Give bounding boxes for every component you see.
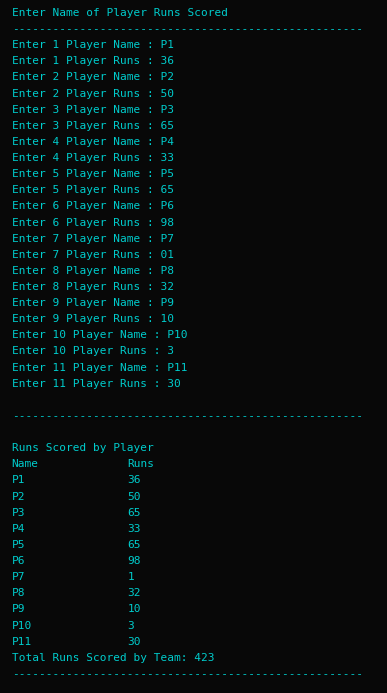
Text: 3: 3 (128, 620, 134, 631)
Text: Enter 3 Player Runs : 65: Enter 3 Player Runs : 65 (12, 121, 174, 131)
Text: P2: P2 (12, 491, 25, 502)
Text: P5: P5 (12, 540, 25, 550)
Text: Enter 6 Player Name : P6: Enter 6 Player Name : P6 (12, 202, 174, 211)
Text: Enter 5 Player Name : P5: Enter 5 Player Name : P5 (12, 169, 174, 179)
Text: P6: P6 (12, 556, 25, 566)
Text: 33: 33 (128, 524, 141, 534)
Text: Enter 11 Player Name : P11: Enter 11 Player Name : P11 (12, 362, 187, 373)
Text: ----------------------------------------------------: ----------------------------------------… (12, 24, 363, 34)
Text: Enter 8 Player Name : P8: Enter 8 Player Name : P8 (12, 266, 174, 276)
Text: Runs Scored by Player: Runs Scored by Player (12, 444, 153, 453)
Text: 30: 30 (128, 637, 141, 647)
Text: Enter 11 Player Runs : 30: Enter 11 Player Runs : 30 (12, 379, 180, 389)
Text: 36: 36 (128, 475, 141, 486)
Text: Enter 6 Player Runs : 98: Enter 6 Player Runs : 98 (12, 218, 174, 227)
Text: Enter 2 Player Runs : 50: Enter 2 Player Runs : 50 (12, 89, 174, 98)
Text: 32: 32 (128, 588, 141, 598)
Text: P10: P10 (12, 620, 32, 631)
Text: P7: P7 (12, 572, 25, 582)
Text: Enter 9 Player Name : P9: Enter 9 Player Name : P9 (12, 298, 174, 308)
Text: Enter 2 Player Name : P2: Enter 2 Player Name : P2 (12, 73, 174, 82)
Text: Enter 9 Player Runs : 10: Enter 9 Player Runs : 10 (12, 314, 174, 324)
Text: P11: P11 (12, 637, 32, 647)
Text: Name: Name (12, 459, 39, 469)
Text: P3: P3 (12, 508, 25, 518)
Text: Runs: Runs (128, 459, 155, 469)
Text: Enter 10 Player Runs : 3: Enter 10 Player Runs : 3 (12, 346, 174, 356)
Text: P1: P1 (12, 475, 25, 486)
Text: P4: P4 (12, 524, 25, 534)
Text: 10: 10 (128, 604, 141, 615)
Text: Enter 4 Player Name : P4: Enter 4 Player Name : P4 (12, 137, 174, 147)
Text: Enter 3 Player Name : P3: Enter 3 Player Name : P3 (12, 105, 174, 115)
Text: Enter 7 Player Runs : 01: Enter 7 Player Runs : 01 (12, 249, 174, 260)
Text: Enter Name of Player Runs Scored: Enter Name of Player Runs Scored (12, 8, 228, 18)
Text: 1: 1 (128, 572, 134, 582)
Text: Enter 4 Player Runs : 33: Enter 4 Player Runs : 33 (12, 153, 174, 163)
Text: Enter 7 Player Name : P7: Enter 7 Player Name : P7 (12, 234, 174, 244)
Text: P9: P9 (12, 604, 25, 615)
Text: ----------------------------------------------------: ----------------------------------------… (12, 411, 363, 421)
Text: Enter 8 Player Runs : 32: Enter 8 Player Runs : 32 (12, 282, 174, 292)
Text: Enter 1 Player Name : P1: Enter 1 Player Name : P1 (12, 40, 174, 50)
Text: Enter 10 Player Name : P10: Enter 10 Player Name : P10 (12, 331, 187, 340)
Text: ----------------------------------------------------: ----------------------------------------… (12, 669, 363, 679)
Text: Enter 1 Player Runs : 36: Enter 1 Player Runs : 36 (12, 56, 174, 67)
Text: 98: 98 (128, 556, 141, 566)
Text: 65: 65 (128, 508, 141, 518)
Text: 65: 65 (128, 540, 141, 550)
Text: Enter 5 Player Runs : 65: Enter 5 Player Runs : 65 (12, 185, 174, 195)
Text: P8: P8 (12, 588, 25, 598)
Text: 50: 50 (128, 491, 141, 502)
Text: Total Runs Scored by Team: 423: Total Runs Scored by Team: 423 (12, 653, 214, 663)
